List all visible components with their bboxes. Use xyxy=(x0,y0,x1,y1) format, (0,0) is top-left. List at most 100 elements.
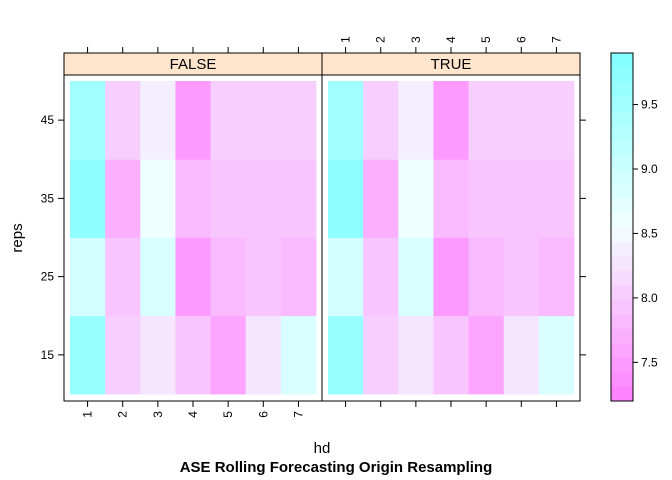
colorbar-bin xyxy=(611,111,633,126)
x-tick-label: 7 xyxy=(291,411,305,418)
heatmap-cell xyxy=(503,81,540,160)
heatmap-cell xyxy=(70,315,106,395)
x-tick-label-top: 1 xyxy=(339,36,353,43)
heatmap-cell xyxy=(468,159,505,238)
heatmap-cell xyxy=(328,159,364,238)
heatmap-cell xyxy=(433,159,469,238)
colorbar-bin xyxy=(611,212,633,228)
x-tick-label-top: 6 xyxy=(514,36,528,43)
heatmap-cell xyxy=(538,159,575,238)
heatmap-cell xyxy=(433,81,469,160)
colorbar-bin xyxy=(611,372,633,387)
x-axis-title: hd xyxy=(314,440,331,457)
y-tick-label: 25 xyxy=(41,270,55,284)
heatmap-cell xyxy=(105,81,141,160)
x-tick-label: 1 xyxy=(81,411,95,418)
heatmap-cell xyxy=(363,81,399,160)
colorbar-bin xyxy=(611,169,633,184)
heatmap-cell xyxy=(363,315,399,395)
heatmap-cell xyxy=(398,237,434,317)
heatmap-cell xyxy=(398,159,434,238)
colorbar-bin xyxy=(611,357,633,373)
heatmap-cell xyxy=(328,81,364,160)
colorbar-bin xyxy=(611,227,633,242)
heatmap-cell xyxy=(175,81,211,160)
heatmap-cell xyxy=(175,237,211,317)
heatmap-cell xyxy=(398,81,434,160)
x-tick-label: 6 xyxy=(256,411,270,418)
colorbar-bin xyxy=(611,154,633,170)
colorbar-bin xyxy=(611,285,633,300)
colorbar-bin xyxy=(611,328,633,344)
colorbar-bin xyxy=(611,67,633,83)
heatmap-cell xyxy=(70,159,106,238)
x-tick-label-top: 7 xyxy=(549,36,563,43)
heatmap-cell xyxy=(503,315,540,395)
heatmap-cell xyxy=(105,315,141,395)
heatmap-cell xyxy=(175,159,211,238)
heatmap-cell xyxy=(328,237,364,317)
heatmap-cell xyxy=(398,315,434,395)
heatmap-cell xyxy=(468,315,505,395)
colorbar-bin xyxy=(611,140,633,155)
heatmap-cell xyxy=(280,81,317,160)
colorbar-bin xyxy=(611,125,633,141)
colorbar-tick-label: 8.0 xyxy=(641,291,658,305)
x-tick-label: 4 xyxy=(186,411,200,418)
colorbar-legend: 7.5 8.0 8.5 9.0 9.5 xyxy=(610,52,658,402)
heatmap-cell xyxy=(210,81,247,160)
panel-strips: FALSE TRUE xyxy=(63,52,581,76)
heatmap-cell xyxy=(280,237,317,317)
colorbar-bin xyxy=(611,241,633,257)
colorbar-bin xyxy=(611,53,633,68)
heatmap-cell xyxy=(245,81,282,160)
heatmap-cell xyxy=(503,159,540,238)
heatmap-cell xyxy=(245,315,282,395)
heatmap-cells xyxy=(70,81,575,395)
heatmap-cell xyxy=(210,237,247,317)
colorbar-bin xyxy=(611,343,633,358)
heatmap-cell xyxy=(210,315,247,395)
heatmap-cell xyxy=(328,315,364,395)
heatmap-cell xyxy=(245,159,282,238)
chart-title: ASE Rolling Forecasting Origin Resamplin… xyxy=(180,459,493,476)
colorbar-bin xyxy=(611,82,633,97)
heatmap-cell xyxy=(245,237,282,317)
heatmap-cell xyxy=(70,81,106,160)
colorbar-tick-label: 7.5 xyxy=(641,355,658,369)
x-tick-label: 5 xyxy=(221,411,235,418)
colorbar-bin xyxy=(611,96,633,112)
heatmap-cell xyxy=(280,159,317,238)
colorbar-bin xyxy=(611,386,633,402)
x-tick-label-top: 3 xyxy=(409,36,423,43)
heatmap-cell xyxy=(140,237,176,317)
colorbar-bin xyxy=(611,183,633,199)
heatmap-cell xyxy=(468,81,505,160)
x-tick-label-top: 5 xyxy=(479,36,493,43)
heatmap-cell xyxy=(538,81,575,160)
colorbar-bin xyxy=(611,198,633,213)
colorbar-bin xyxy=(611,314,633,329)
heatmap-cell xyxy=(363,159,399,238)
colorbar-bin xyxy=(611,270,633,286)
heatmap-cell xyxy=(210,159,247,238)
y-tick-label: 35 xyxy=(41,191,55,205)
heatmap-cell xyxy=(503,237,540,317)
panel-strip-label: TRUE xyxy=(431,56,472,73)
colorbar-frame xyxy=(610,52,634,402)
heatmap-cell xyxy=(433,237,469,317)
heatmap-cell xyxy=(538,315,575,395)
heatmap-cell xyxy=(468,237,505,317)
heatmap-cell xyxy=(363,237,399,317)
colorbar-bin xyxy=(611,256,633,271)
colorbar-tick-label: 9.5 xyxy=(641,98,658,112)
heatmap-cell xyxy=(280,315,317,395)
heatmap-cell xyxy=(105,159,141,238)
y-tick-label: 45 xyxy=(41,113,55,127)
heatmap-cell xyxy=(433,315,469,395)
x-tick-label-top: 4 xyxy=(444,36,458,43)
heatmap-cell xyxy=(140,81,176,160)
x-tick-label: 3 xyxy=(151,411,165,418)
